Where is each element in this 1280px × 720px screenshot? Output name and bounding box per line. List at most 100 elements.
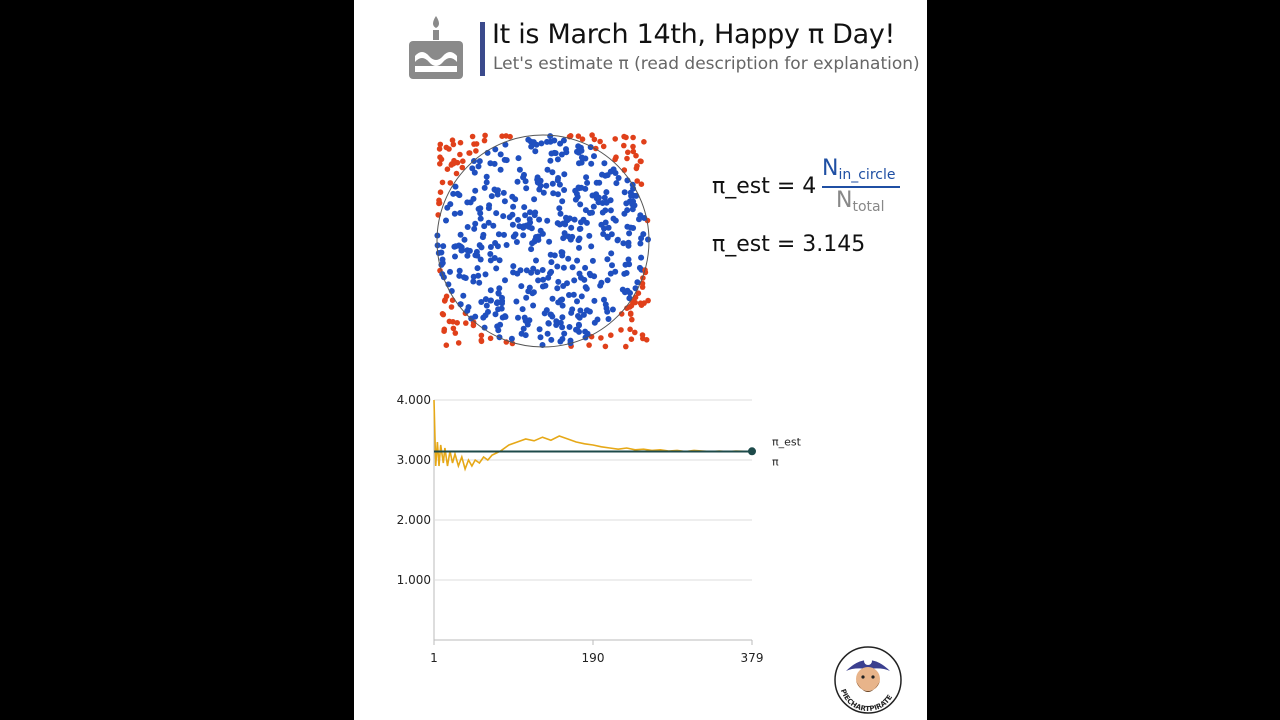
- point-outside: [621, 142, 627, 149]
- point-inside: [604, 234, 611, 241]
- point-inside: [513, 239, 520, 245]
- point-inside: [515, 216, 521, 223]
- point-inside: [497, 321, 504, 328]
- point-outside: [437, 141, 444, 148]
- point-inside: [461, 236, 468, 243]
- unit-circle: [436, 134, 650, 348]
- point-inside: [604, 308, 611, 315]
- point-inside: [483, 302, 490, 309]
- point-inside: [621, 189, 628, 196]
- point-outside: [639, 332, 646, 338]
- point-inside: [542, 282, 549, 289]
- point-outside: [612, 136, 618, 142]
- x-tick-label: 379: [741, 651, 764, 665]
- point-inside: [506, 214, 513, 221]
- point-inside: [601, 194, 608, 201]
- point-inside: [529, 290, 536, 297]
- point-inside: [608, 231, 615, 238]
- point-inside: [523, 294, 530, 301]
- point-inside: [589, 257, 596, 264]
- point-outside: [478, 338, 485, 345]
- point-outside: [441, 298, 448, 304]
- point-inside: [464, 224, 471, 230]
- point-inside: [526, 216, 533, 223]
- point-inside: [435, 250, 442, 256]
- point-inside: [493, 265, 500, 272]
- point-inside: [543, 182, 550, 189]
- point-inside: [578, 147, 585, 154]
- point-inside: [560, 283, 567, 289]
- point-inside: [522, 212, 529, 219]
- point-inside: [537, 177, 544, 184]
- point-inside: [636, 216, 642, 223]
- point-outside: [451, 157, 457, 164]
- point-inside: [457, 210, 464, 216]
- point-inside: [575, 143, 582, 150]
- point-inside: [583, 285, 590, 292]
- point-inside: [487, 244, 494, 250]
- point-inside: [570, 291, 577, 298]
- point-inside: [510, 263, 517, 270]
- point-inside: [638, 254, 645, 261]
- point-inside: [556, 221, 563, 228]
- point-inside: [559, 336, 566, 342]
- point-outside: [437, 161, 443, 167]
- point-outside: [621, 133, 627, 140]
- point-inside: [491, 186, 498, 193]
- pi-est-series-line: [433, 399, 752, 472]
- point-inside: [477, 210, 484, 217]
- point-inside: [530, 139, 537, 146]
- point-inside: [549, 313, 556, 320]
- point-inside: [599, 171, 605, 178]
- point-inside: [601, 225, 607, 232]
- point-outside: [473, 148, 479, 154]
- point-outside: [623, 343, 629, 350]
- point-outside: [454, 320, 460, 326]
- point-inside: [550, 190, 557, 197]
- point-inside: [561, 171, 568, 178]
- point-inside: [588, 160, 595, 167]
- point-inside: [601, 296, 607, 303]
- pi-estimate-value: π_est = 3.145: [712, 232, 866, 257]
- point-inside: [483, 173, 490, 180]
- point-inside: [623, 270, 630, 276]
- point-inside: [560, 264, 567, 271]
- point-outside: [628, 336, 635, 342]
- point-inside: [475, 163, 482, 170]
- point-inside: [544, 166, 551, 173]
- point-inside: [524, 321, 531, 328]
- point-outside: [450, 325, 457, 332]
- point-inside: [624, 223, 631, 230]
- point-inside: [452, 253, 458, 260]
- point-inside: [615, 175, 622, 181]
- point-inside: [531, 196, 538, 203]
- point-inside: [452, 183, 459, 190]
- point-outside: [645, 297, 651, 304]
- point-inside: [499, 300, 505, 307]
- point-inside: [485, 219, 492, 226]
- point-inside: [604, 256, 611, 263]
- point-inside: [573, 190, 580, 197]
- point-inside: [473, 248, 480, 255]
- point-inside: [569, 264, 576, 271]
- point-inside: [634, 279, 641, 286]
- point-inside: [478, 299, 485, 305]
- point-inside: [621, 210, 628, 217]
- point-inside: [487, 287, 494, 294]
- formula-numerator: Nin_circle: [822, 156, 896, 183]
- point-inside: [645, 236, 651, 243]
- point-outside: [440, 311, 447, 318]
- point-inside: [563, 216, 570, 223]
- point-inside: [574, 257, 581, 264]
- point-outside: [452, 330, 459, 336]
- point-inside: [547, 133, 554, 140]
- point-inside: [598, 279, 605, 286]
- point-inside: [533, 257, 539, 264]
- y-tick-label: 2.000: [397, 513, 431, 527]
- point-inside: [456, 267, 463, 274]
- point-inside: [500, 213, 507, 220]
- point-inside: [586, 232, 593, 239]
- formula-lhs: π_est = 4: [712, 174, 817, 199]
- point-inside: [582, 264, 589, 271]
- point-inside: [625, 256, 632, 263]
